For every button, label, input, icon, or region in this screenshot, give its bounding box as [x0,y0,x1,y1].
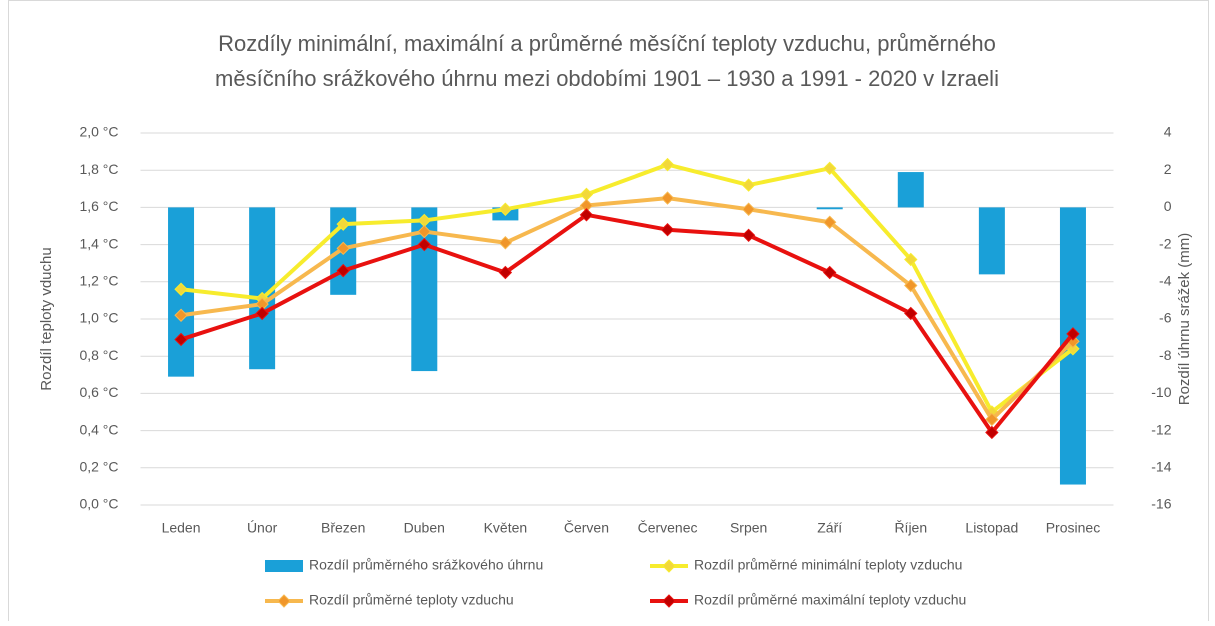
y2-tick-label: 2 [1164,161,1172,177]
y2-tick-label: -6 [1159,310,1172,326]
y-tick-label: 0,0 °C [79,496,118,512]
y2-tick-label: -12 [1151,421,1171,437]
y-axis-title: Rozdíl teploty vduchu [38,247,55,390]
y2-tick-label: -10 [1151,384,1171,400]
y-tick-label: 0,6 °C [79,384,118,400]
x-tick-label: Listopad [965,520,1018,536]
x-tick-label: Červen [564,520,609,536]
x-tick-label: Září [817,520,842,536]
chart-title: měsíčního srážkového úhrnu mezi obdobími… [215,66,999,91]
y-tick-label: 1,0 °C [79,310,118,326]
legend-label: Rozdíl průměrné maximální teploty vzduch… [694,592,966,608]
chart-title: Rozdíly minimální, maximální a průměrné … [218,31,996,56]
x-tick-label: Květen [484,520,528,536]
y-tick-label: 1,2 °C [79,273,118,289]
y2-tick-label: -8 [1159,347,1172,363]
y2-axis-title: Rozdíl úhrnu srážek (mm) [1176,233,1193,406]
x-tick-label: Únor [247,520,278,536]
x-tick-label: Prosinec [1046,520,1100,536]
y-tick-label: 0,8 °C [79,347,118,363]
x-tick-label: Říjen [894,520,927,536]
legend-label: Rozdíl průměrné minimální teploty vzduch… [694,557,962,573]
y2-tick-label: -16 [1151,496,1171,512]
y-tick-label: 0,4 °C [79,421,118,437]
legend-swatch [265,560,303,572]
y2-tick-label: -14 [1151,459,1171,475]
y-tick-label: 0,2 °C [79,459,118,475]
bar [979,207,1005,274]
y2-tick-label: -2 [1159,235,1172,251]
x-tick-label: Červenec [638,520,698,536]
x-tick-label: Leden [162,520,201,536]
y-tick-label: 2,0 °C [79,124,118,140]
bar [817,207,843,209]
y2-tick-label: -4 [1159,273,1172,289]
legend-label: Rozdíl průměrného srážkového úhrnu [309,557,543,573]
x-tick-label: Březen [321,520,365,536]
y2-tick-label: 0 [1164,198,1172,214]
x-tick-label: Srpen [730,520,767,536]
y-tick-label: 1,8 °C [79,161,118,177]
y-tick-label: 1,6 °C [79,198,118,214]
bar [898,172,924,207]
legend-label: Rozdíl průměrné teploty vzduchu [309,592,514,608]
y2-tick-label: 4 [1164,124,1172,140]
y-tick-label: 1,4 °C [79,235,118,251]
x-tick-label: Duben [404,520,445,536]
